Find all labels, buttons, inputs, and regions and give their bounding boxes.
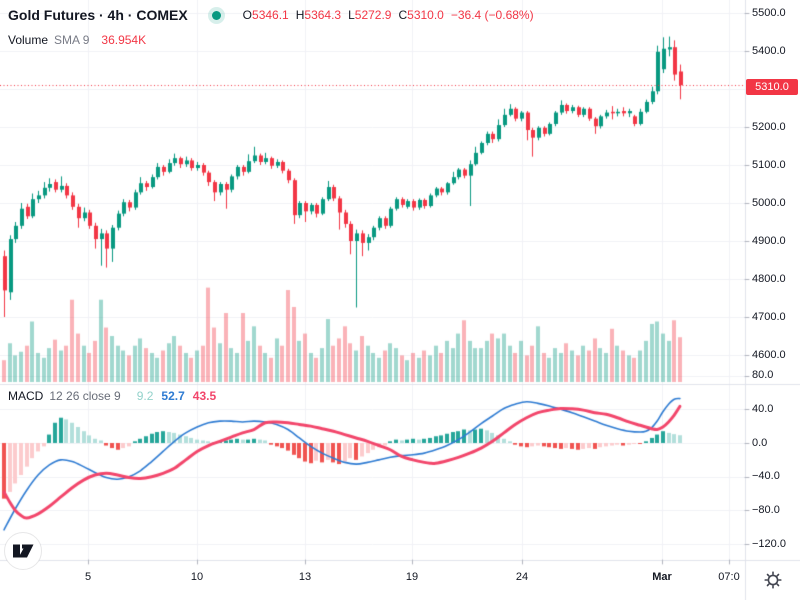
- time-axis-label: 10: [190, 571, 204, 583]
- macd-axis-label: 80.0: [752, 369, 774, 382]
- last-price-badge[interactable]: 5310.0: [746, 79, 798, 95]
- open-label: O: [242, 8, 253, 22]
- price-axis-label: 5000.0: [752, 196, 786, 209]
- symbol-title[interactable]: Gold Futures · 4h · COMEX: [8, 7, 188, 23]
- high-value: 5364.3: [304, 8, 342, 22]
- ohlc-values: O5346.1 H5364.3 L5272.9 C5310.0 −36.4 (−…: [243, 8, 534, 22]
- macd-legend: MACD 12 26 close 9 9.2 52.7 43.5: [8, 389, 216, 403]
- macd-line-value: 52.7: [161, 389, 185, 403]
- low-value: 5272.9: [354, 8, 392, 22]
- macd-axis-label: −40.0: [752, 470, 780, 483]
- open-value: 5346.1: [252, 8, 289, 22]
- price-axis-label: 4900.0: [752, 234, 786, 247]
- market-status-dot-icon: [211, 10, 221, 20]
- price-axis-label: 5400.0: [752, 44, 786, 57]
- close-label: C: [398, 8, 408, 22]
- price-axis-label: 5500.0: [752, 6, 786, 19]
- price-axis-label: 4600.0: [752, 348, 786, 361]
- macd-axis-label: 0.0: [752, 436, 768, 449]
- price-axis-label: 5200.0: [752, 120, 786, 133]
- time-axis-label: 13: [298, 571, 312, 583]
- high-label: H: [295, 8, 305, 22]
- symbol-legend: Gold Futures · 4h · COMEX O5346.1 H5364.…: [8, 5, 534, 49]
- macd-axis-label: 40.0: [752, 402, 774, 415]
- price-axis[interactable]: 5500.0 5400.0 5200.0 5100.0 5000.0 4900.0 4800…: [745, 0, 800, 560]
- time-axis-label: Mar: [652, 571, 672, 583]
- gear-icon: [764, 571, 782, 589]
- volume-indicator-label[interactable]: Volume: [8, 33, 49, 47]
- macd-axis-label: −80.0: [752, 503, 780, 516]
- macd-params: 12 26 close 9: [49, 389, 121, 403]
- time-axis-label: 07:0: [718, 571, 740, 583]
- price-axis-label: 4800.0: [752, 272, 786, 285]
- tradingview-logo-icon: [4, 532, 42, 570]
- tradingview-logo[interactable]: [3, 531, 43, 571]
- low-label: L: [348, 8, 355, 22]
- time-axis-settings-button[interactable]: [762, 569, 784, 591]
- close-value: 5310.0: [407, 8, 444, 22]
- time-axis-label: 19: [405, 571, 419, 583]
- volume-sma-param: SMA 9: [54, 33, 90, 47]
- volume-value: 36.954K: [101, 33, 147, 47]
- time-axis-label: 5: [84, 571, 92, 583]
- macd-indicator-label[interactable]: MACD: [8, 389, 44, 403]
- time-axis-label: 24: [515, 571, 529, 583]
- macd-axis-label: −120.0: [752, 537, 786, 550]
- macd-signal-value: 43.5: [192, 389, 217, 403]
- price-axis-label: 4700.0: [752, 310, 786, 323]
- time-axis[interactable]: 5 10 13 19 24 Mar 07:0: [0, 560, 800, 600]
- price-axis-label: 5100.0: [752, 158, 786, 171]
- volume-indicator-row: Volume SMA 9 36.954K: [8, 31, 534, 49]
- macd-hist-value: 9.2: [136, 389, 154, 403]
- symbol-row: Gold Futures · 4h · COMEX O5346.1 H5364.…: [8, 5, 534, 25]
- change-value: −36.4 (−0.68%): [450, 8, 534, 22]
